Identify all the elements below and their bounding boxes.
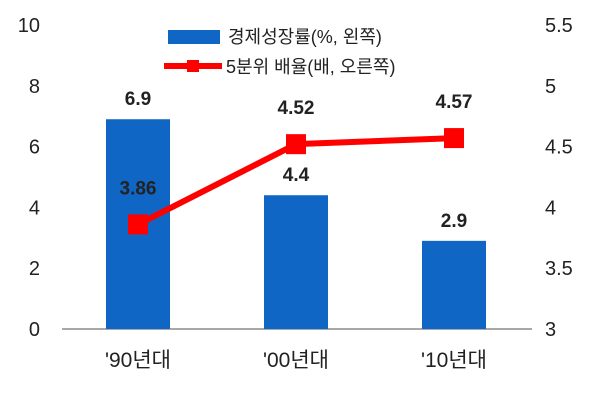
bar	[264, 195, 328, 329]
line-marker	[444, 128, 464, 149]
line-series	[128, 128, 464, 235]
right-axis-tick-label: 5	[545, 76, 556, 98]
right-axis-tick-label: 3.5	[545, 258, 573, 280]
x-axis-category-label: '10년대	[421, 349, 487, 372]
legend-line-marker	[187, 60, 199, 72]
right-axis-tick-label: 4	[545, 197, 556, 219]
bar-data-label: 4.4	[283, 165, 310, 186]
right-axis-tick-label: 5.5	[545, 15, 573, 37]
line-marker	[286, 134, 306, 155]
legend: 경제성장률(%, 왼쪽) 5분위 배율(배, 오른쪽)	[164, 27, 395, 77]
right-axis-tick-label: 3	[545, 319, 556, 341]
line-marker	[128, 214, 148, 235]
line-data-label: 4.52	[278, 98, 315, 119]
left-axis-tick-label: 6	[29, 137, 40, 159]
bar-data-label: 6.9	[125, 89, 151, 110]
line-data-label: 3.86	[120, 178, 157, 199]
legend-bar-label: 경제성장률(%, 왼쪽)	[228, 27, 382, 47]
data-labels: 6.9 4.4 2.9 3.86 4.52 4.57	[120, 89, 473, 232]
x-axis-category-label: '90년대	[105, 349, 171, 372]
left-axis-tick-label: 10	[18, 15, 40, 37]
left-axis-tick-label: 0	[29, 319, 40, 341]
legend-line-label: 5분위 배율(배, 오른쪽)	[226, 57, 395, 77]
left-axis-tick-label: 8	[29, 76, 40, 98]
category-labels: '90년대 '00년대 '10년대	[105, 349, 487, 372]
left-axis-tick-label: 2	[29, 258, 40, 280]
left-axis-tick-label: 4	[29, 197, 40, 219]
right-axis-ticks: 3 3.5 4 4.5 5 5.5	[545, 15, 573, 341]
bar-data-label: 2.9	[441, 211, 467, 232]
line-data-label: 4.57	[436, 92, 473, 113]
right-axis-tick-label: 4.5	[545, 137, 573, 159]
bar	[422, 240, 486, 329]
left-axis-ticks: 0 2 4 6 8 10	[18, 15, 40, 341]
legend-bar-swatch	[168, 30, 220, 44]
x-axis-category-label: '00년대	[263, 349, 329, 372]
